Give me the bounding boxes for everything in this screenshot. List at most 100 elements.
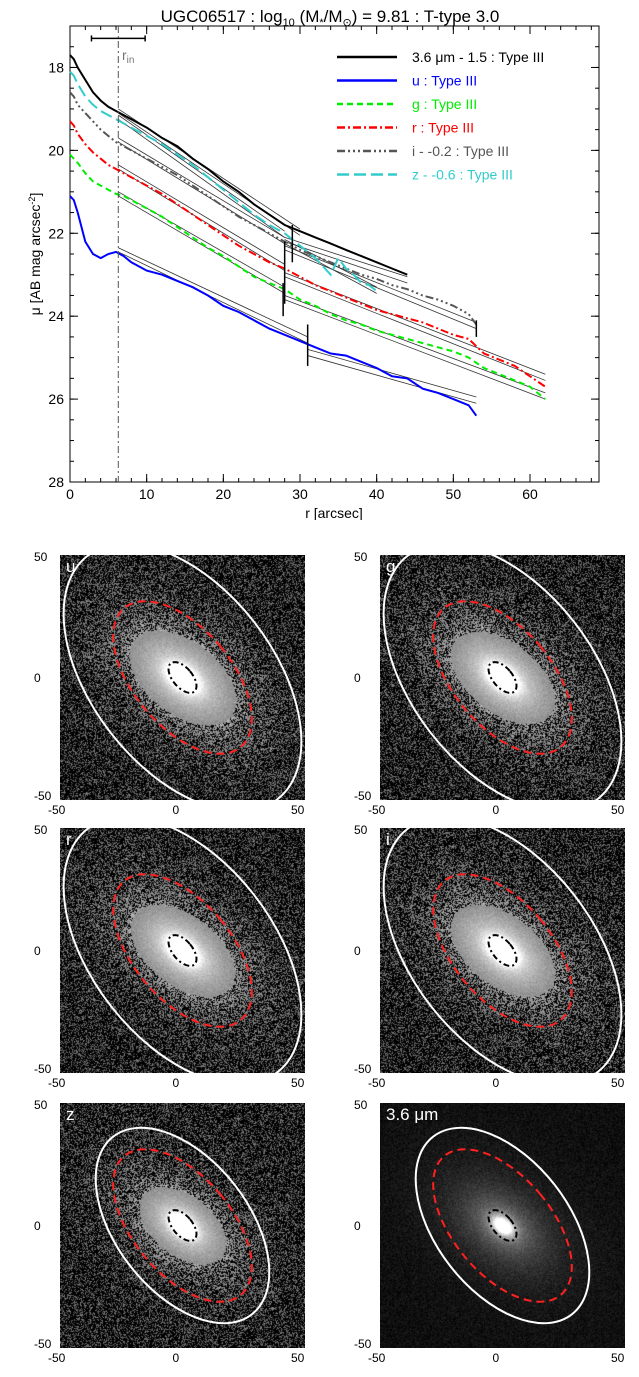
panel-x-tick: -50 <box>48 803 66 817</box>
break-ellipse <box>432 600 573 755</box>
panel-x-tick: -50 <box>48 1351 66 1365</box>
outer-ellipse <box>94 1126 271 1325</box>
isophote-overlay <box>382 828 623 1073</box>
legend-label: i - -0.2 : Type III <box>412 143 509 159</box>
inner-ellipse <box>167 1209 198 1242</box>
fit-line <box>118 164 285 265</box>
x-axis-label: r [arcsec] <box>305 505 363 520</box>
panel-x-tick: 0 <box>492 803 500 817</box>
series-line-3 <box>69 120 546 388</box>
break-ellipse <box>112 600 253 755</box>
fit-line <box>118 141 285 244</box>
panel-x-tick: 0 <box>172 1351 180 1365</box>
y-tick-label: 18 <box>48 59 64 75</box>
chart-title: UGC06517 : log10 (M*/M⊙) = 9.81 : T-type… <box>161 7 500 29</box>
y-tick-label: 20 <box>48 142 64 158</box>
x-tick-label: 10 <box>139 486 155 502</box>
isophote-overlay <box>94 1126 271 1325</box>
galaxy-image <box>60 1103 305 1348</box>
image-panel-5: 3.6 μm <box>380 1103 625 1348</box>
outer-ellipse <box>382 828 623 1073</box>
panel-x-tick: 50 <box>611 1076 625 1090</box>
inner-ellipse <box>487 1209 518 1242</box>
axis-ticks: 0 10 20 30 40 50 60 18 20 22 24 26 28 <box>48 26 599 502</box>
panel-x-tick: 50 <box>611 1351 625 1365</box>
legend: 3.6 μm - 1.5 : Type III u : Type III g : T… <box>337 49 544 183</box>
legend-label: z - -0.6 : Type III <box>412 167 513 183</box>
panel-y-tick: 50 <box>34 823 48 837</box>
break-ellipse <box>112 873 253 1028</box>
break-ellipse <box>112 1148 253 1303</box>
fit-line <box>284 272 546 375</box>
isophote-overlay <box>382 555 623 800</box>
fit-line <box>118 251 308 344</box>
fit-line <box>284 249 477 329</box>
image-panel-1: g <box>380 555 625 800</box>
legend-label: g : Type III <box>412 96 477 112</box>
fit-line <box>118 137 285 238</box>
break-ellipse <box>432 1148 573 1303</box>
panel-y-tick: -50 <box>354 1062 372 1076</box>
isophote-overlay <box>62 555 303 800</box>
panel-y-tick: -50 <box>34 1062 52 1076</box>
fit-line <box>307 348 477 398</box>
fit-line <box>284 299 546 400</box>
fit-line <box>284 237 408 278</box>
image-panel-4: z <box>60 1103 305 1348</box>
galaxy-image <box>60 828 305 1073</box>
inner-ellipse <box>487 934 518 967</box>
outer-ellipse <box>62 555 303 800</box>
panel-y-tick: 0 <box>354 670 361 685</box>
panel-y-tick: 0 <box>34 943 41 958</box>
plot-frame <box>69 25 600 483</box>
y-tick-label: 26 <box>48 391 64 407</box>
x-tick-label: 0 <box>66 486 74 502</box>
x-tick-label: 20 <box>216 486 232 502</box>
panel-y-tick: 50 <box>34 550 48 564</box>
panel-x-tick: 50 <box>291 1351 305 1365</box>
panel-y-tick: 0 <box>34 1218 41 1233</box>
series-line-4 <box>69 91 478 326</box>
panel-y-tick: -50 <box>34 789 52 803</box>
y-tick-label: 22 <box>48 225 64 241</box>
panel-y-tick: -50 <box>34 1337 52 1351</box>
band-label: g <box>386 557 396 576</box>
outer-ellipse <box>414 1126 591 1325</box>
panel-y-tick: 50 <box>354 550 368 564</box>
band-label: r <box>66 830 72 849</box>
r-in-label: rin <box>122 47 134 66</box>
legend-label: u : Type III <box>412 73 477 89</box>
series-line-1 <box>69 195 478 417</box>
panel-y-tick: 0 <box>34 670 41 685</box>
panel-x-tick: 0 <box>492 1351 500 1365</box>
panel-x-tick: -50 <box>368 803 386 817</box>
panel-x-tick: -50 <box>368 1076 386 1090</box>
panel-y-tick: 50 <box>354 823 368 837</box>
fit-line <box>284 241 408 284</box>
fit-line <box>284 243 377 294</box>
galaxy-image <box>60 555 305 800</box>
fit-line <box>118 247 308 338</box>
isophote-overlay <box>414 1126 591 1325</box>
panel-y-tick: -50 <box>354 789 372 803</box>
panel-x-tick: 0 <box>492 1076 500 1090</box>
series-line-0 <box>69 54 408 276</box>
y-tick-label: 28 <box>48 474 64 490</box>
panel-y-tick: 0 <box>354 1218 361 1233</box>
profile-figure: UGC06517 : log10 (M*/M⊙) = 9.81 : T-type… <box>27 7 600 520</box>
panel-x-tick: -50 <box>48 1076 66 1090</box>
inner-ellipse <box>167 661 198 694</box>
legend-label: r : Type III <box>412 120 474 136</box>
legend-label: 3.6 μm - 1.5 : Type III <box>412 49 544 65</box>
profile-series <box>69 54 546 417</box>
panel-x-tick: 0 <box>172 803 180 817</box>
image-panel-3: i <box>380 828 625 1073</box>
band-label: 3.6 μm <box>386 1105 439 1124</box>
band-label: u <box>66 557 76 576</box>
outer-ellipse <box>62 828 303 1073</box>
fit-line <box>118 195 285 294</box>
r-in-marker: rin <box>90 26 146 482</box>
fit-line <box>307 355 477 404</box>
panel-x-tick: 50 <box>291 1076 305 1090</box>
fit-line <box>284 276 546 381</box>
